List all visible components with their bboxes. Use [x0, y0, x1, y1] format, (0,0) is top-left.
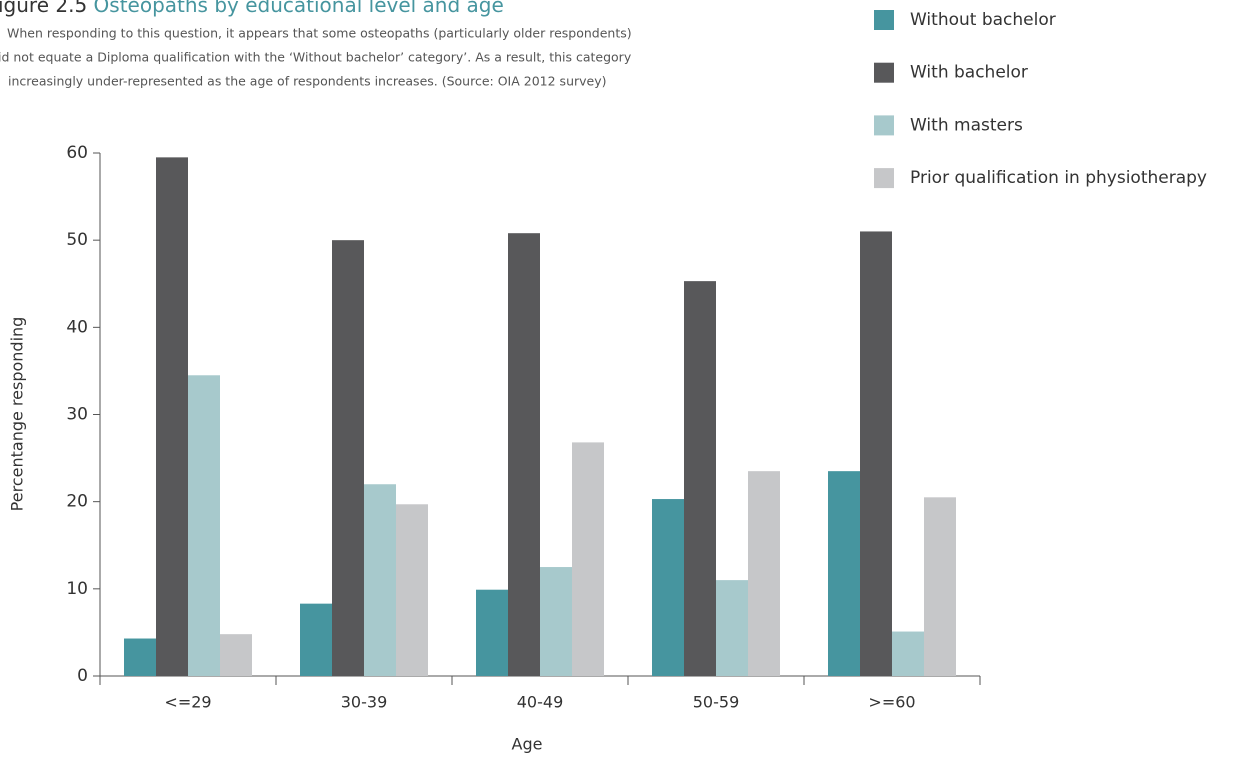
bar: [300, 603, 332, 676]
y-tick-label: 60: [66, 143, 88, 163]
bar: [748, 471, 780, 676]
chart-title: igure 2.5 Osteopaths by educational leve…: [0, 0, 504, 17]
bar: [476, 589, 508, 676]
subtitle-line: increasingly under-represented as the ag…: [8, 74, 607, 89]
bar: [572, 442, 604, 676]
legend-swatch: [874, 168, 894, 189]
bar: [892, 631, 924, 676]
legend-swatch: [874, 62, 894, 83]
bar: [188, 375, 220, 676]
y-tick-label: 10: [66, 579, 88, 599]
bar: [828, 471, 860, 676]
bar: [860, 231, 892, 676]
y-tick-label: 50: [66, 230, 88, 250]
bar: [364, 484, 396, 676]
bar: [716, 580, 748, 676]
x-tick-label: 30-39: [341, 693, 388, 712]
x-tick-label: <=29: [164, 693, 211, 712]
bar: [508, 233, 540, 676]
y-axis-title: Percentange responding: [8, 317, 27, 512]
x-tick-label: 50-59: [693, 693, 740, 712]
bar: [684, 281, 716, 676]
x-axis-title: Age: [512, 735, 543, 754]
x-tick-label: 40-49: [517, 693, 564, 712]
bar: [540, 567, 572, 676]
bar: [124, 638, 156, 676]
legend-label: With masters: [910, 115, 1023, 135]
bar: [652, 499, 684, 676]
y-tick-label: 40: [66, 317, 88, 337]
subtitle-line: id not equate a Diploma qualification wi…: [0, 50, 632, 65]
x-tick-label: >=60: [868, 693, 915, 712]
y-tick-label: 30: [66, 405, 88, 425]
bar: [396, 504, 428, 676]
y-tick-label: 20: [66, 492, 88, 512]
bar: [332, 240, 364, 676]
legend-label: Without bachelor: [910, 10, 1056, 30]
legend-label: Prior qualification in physiotherapy: [910, 168, 1207, 188]
y-tick-label: 0: [77, 666, 88, 686]
bar: [156, 157, 188, 676]
legend-swatch: [874, 115, 894, 136]
title-prefix: igure 2.5: [0, 0, 87, 17]
legend-swatch: [874, 10, 894, 30]
bar: [924, 497, 956, 676]
bar: [220, 634, 252, 676]
title-main: Osteopaths by educational level and age: [94, 0, 504, 17]
subtitle-line: When responding to this question, it app…: [7, 26, 632, 41]
legend-label: With bachelor: [910, 63, 1028, 83]
